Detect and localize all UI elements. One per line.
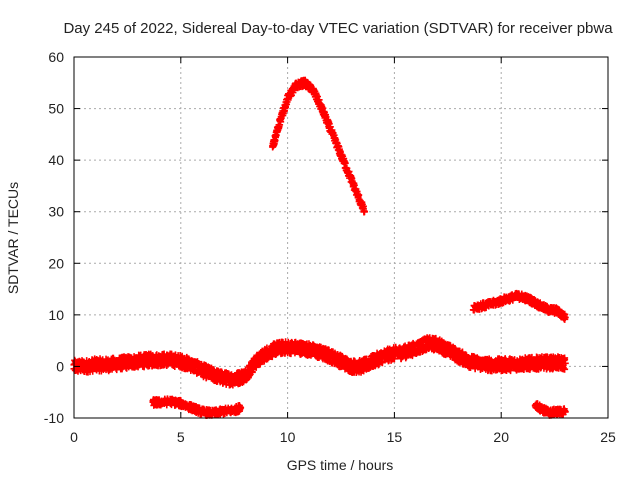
y-tick-label: 20 — [48, 255, 64, 271]
y-tick-label: 0 — [56, 358, 64, 374]
x-tick-label: 5 — [177, 429, 185, 445]
series-1 — [269, 76, 368, 216]
data-point — [561, 359, 569, 367]
series-4 — [531, 400, 569, 419]
series-3 — [469, 289, 569, 323]
data-point — [284, 96, 292, 104]
series-2 — [149, 395, 245, 419]
y-tick-label: 40 — [48, 152, 64, 168]
x-tick-label: 10 — [280, 429, 296, 445]
y-tick-label: 50 — [48, 101, 64, 117]
y-tick-label: 10 — [48, 307, 64, 323]
plot-frame — [73, 56, 609, 419]
x-tick-label: 25 — [600, 429, 616, 445]
data-point — [237, 404, 245, 412]
axes: 0 5 10 15 20 25 -10 0 10 20 30 40 50 60 — [44, 49, 616, 445]
y-tick-label: 30 — [48, 204, 64, 220]
y-tick-label: -10 — [44, 410, 64, 426]
data-point — [561, 408, 569, 416]
y-axis-label: SDTVAR / TECUs — [5, 182, 21, 294]
x-tick-label: 20 — [493, 429, 509, 445]
x-axis-label: GPS time / hours — [287, 457, 394, 473]
series-0 — [70, 334, 569, 389]
data-points — [70, 76, 569, 419]
y-tick-label: 60 — [48, 49, 64, 65]
data-point — [360, 208, 368, 216]
chart-title: Day 245 of 2022, Sidereal Day-to-day VTE… — [63, 20, 613, 37]
data-point — [561, 365, 569, 373]
x-tick-label: 15 — [387, 429, 403, 445]
x-tick-label: 0 — [70, 429, 78, 445]
data-point — [561, 313, 569, 321]
